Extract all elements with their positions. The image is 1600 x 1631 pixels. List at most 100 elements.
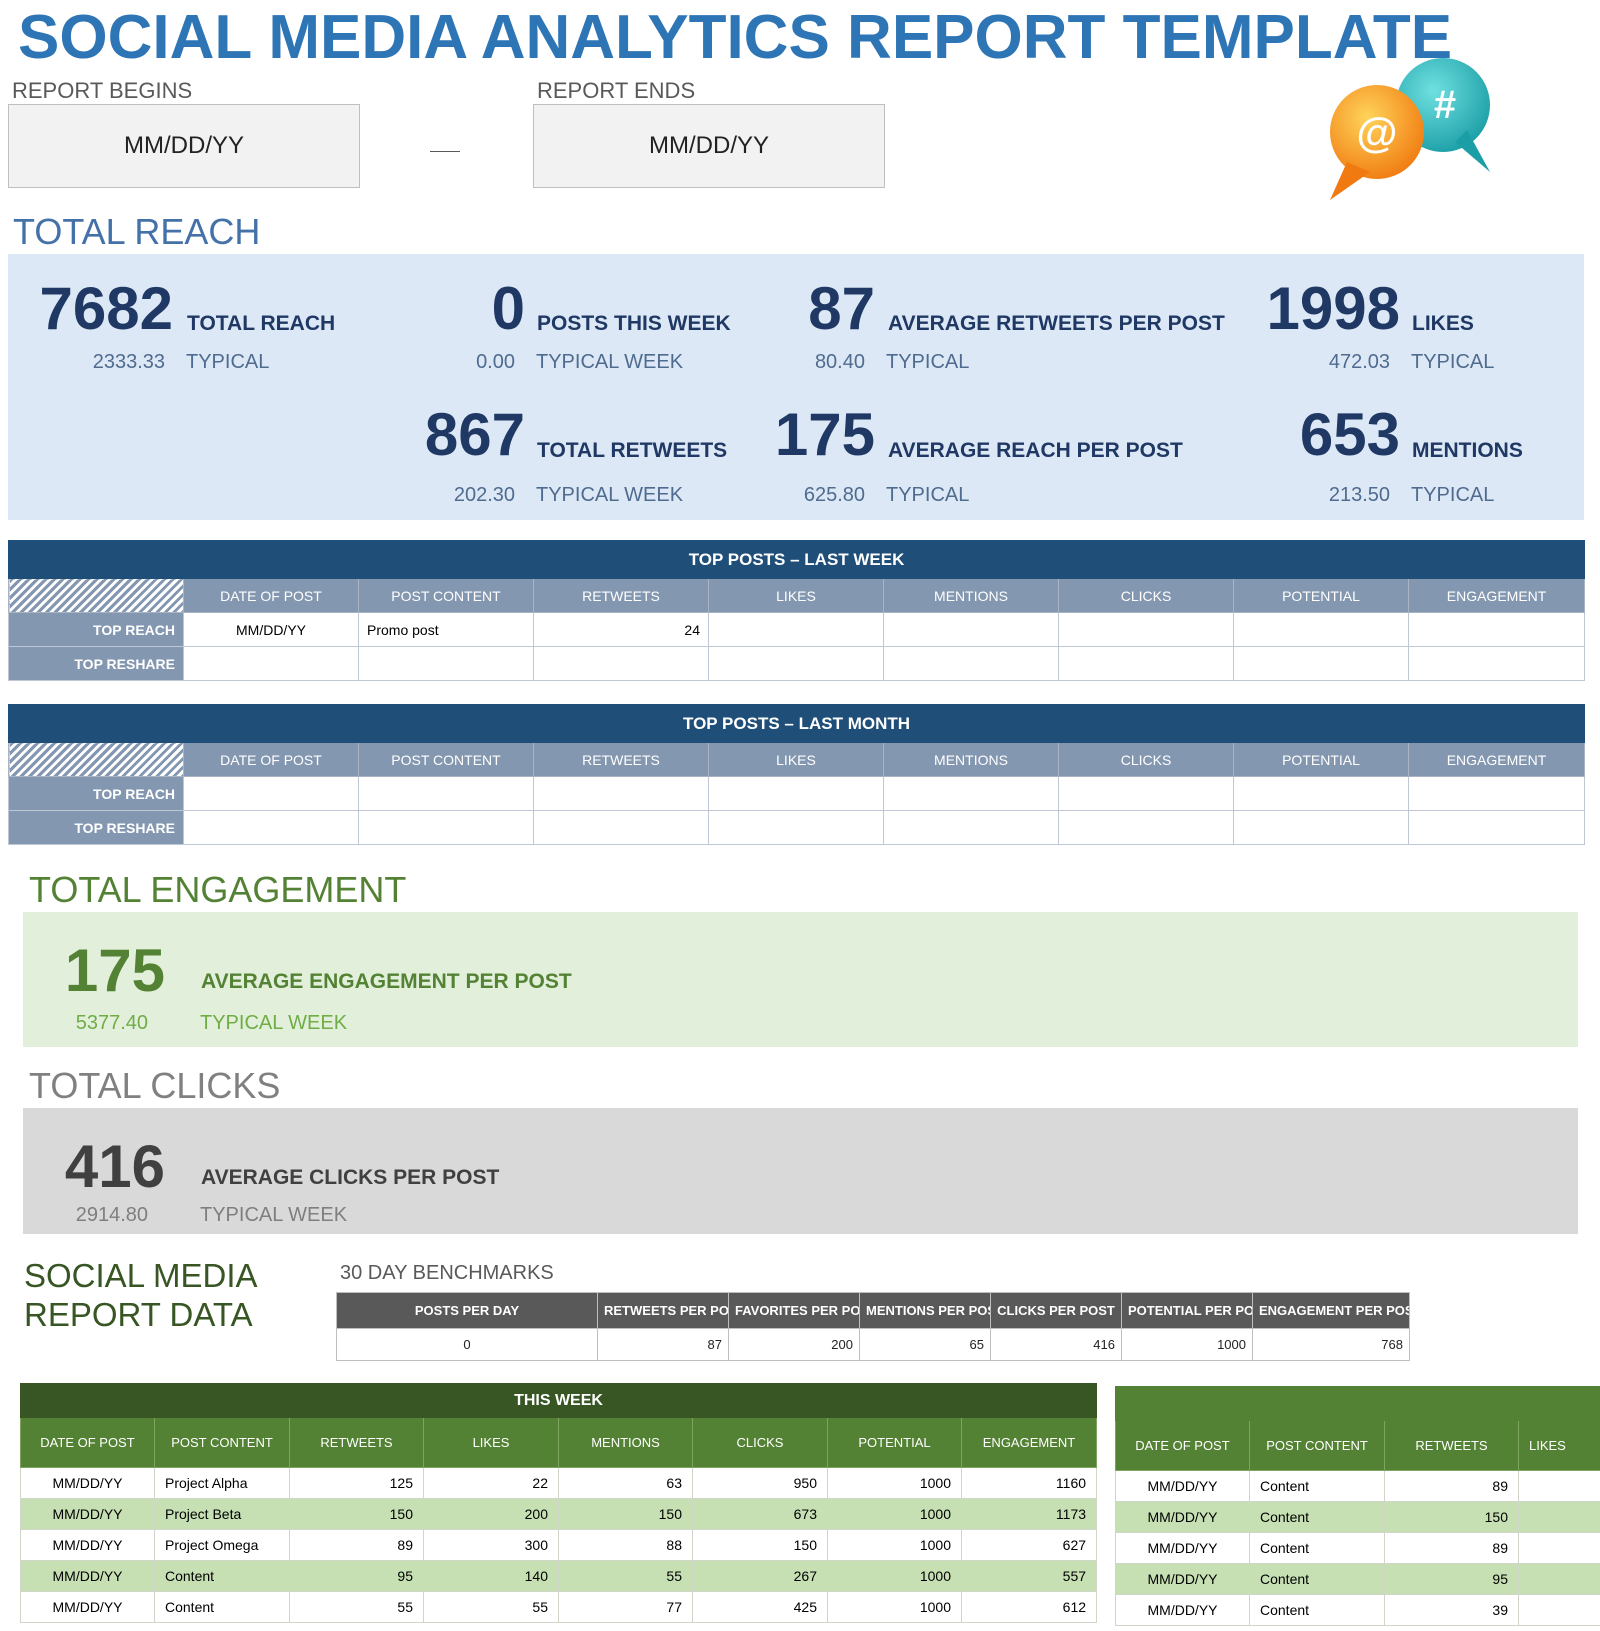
table-cell[interactable]: 140: [423, 1560, 559, 1592]
column-header: POST CONTENT: [358, 578, 534, 613]
typical-value: 202.30: [453, 484, 515, 506]
table-cell[interactable]: [533, 646, 709, 681]
table-cell[interactable]: Content: [154, 1591, 290, 1623]
table-cell[interactable]: 95: [289, 1560, 424, 1592]
table-cell[interactable]: MM/DD/YY: [1115, 1532, 1250, 1564]
table-cell[interactable]: 150: [692, 1529, 828, 1561]
table-cell[interactable]: [1233, 646, 1409, 681]
table-cell[interactable]: MM/DD/YY: [1115, 1470, 1250, 1502]
table-cell[interactable]: [708, 612, 884, 647]
table-cell[interactable]: [1518, 1594, 1600, 1626]
table-cell[interactable]: [883, 776, 1059, 811]
table-cell[interactable]: [883, 646, 1059, 681]
table-cell[interactable]: 150: [558, 1498, 693, 1530]
benchmark-value: 768: [1252, 1328, 1410, 1361]
table-cell[interactable]: 1160: [960, 1467, 1098, 1499]
table-cell[interactable]: [1518, 1532, 1600, 1564]
table-cell[interactable]: [533, 776, 709, 811]
table-cell[interactable]: 89: [1384, 1470, 1519, 1502]
table-cell[interactable]: Content: [1249, 1470, 1385, 1502]
table-cell[interactable]: 55: [289, 1591, 424, 1623]
table-cell[interactable]: 39: [1384, 1594, 1519, 1626]
table-cell[interactable]: [1407, 646, 1586, 681]
report-begins-field[interactable]: MM/DD/YY: [8, 104, 360, 188]
table-cell[interactable]: [1407, 612, 1586, 647]
table-cell[interactable]: [1058, 810, 1234, 845]
table-cell[interactable]: MM/DD/YY: [20, 1498, 155, 1530]
table-cell[interactable]: [1407, 776, 1586, 811]
table-cell[interactable]: 150: [1384, 1501, 1519, 1533]
table-cell[interactable]: 77: [558, 1591, 693, 1623]
table-cell[interactable]: 89: [289, 1529, 424, 1561]
table-cell[interactable]: [1233, 810, 1409, 845]
table-cell[interactable]: 1000: [827, 1467, 962, 1499]
table-row: TOP RESHARE: [8, 810, 1586, 845]
table-cell[interactable]: MM/DD/YY: [1115, 1594, 1250, 1626]
table-cell[interactable]: 22: [423, 1467, 559, 1499]
table-cell[interactable]: 1000: [827, 1560, 962, 1592]
table-cell[interactable]: MM/DD/YY: [20, 1467, 155, 1499]
table-cell[interactable]: 125: [289, 1467, 424, 1499]
table-cell[interactable]: Content: [1249, 1594, 1385, 1626]
table-cell[interactable]: [1518, 1563, 1600, 1595]
table-cell[interactable]: 89: [1384, 1532, 1519, 1564]
table-cell[interactable]: 88: [558, 1529, 693, 1561]
table-cell[interactable]: 55: [558, 1560, 693, 1592]
table-cell[interactable]: [1058, 776, 1234, 811]
table-cell[interactable]: MM/DD/YY: [20, 1529, 155, 1561]
table-cell[interactable]: 557: [960, 1560, 1098, 1592]
table-cell[interactable]: 1173: [960, 1498, 1098, 1530]
table-cell[interactable]: [1407, 810, 1586, 845]
table-cell[interactable]: Content: [1249, 1563, 1385, 1595]
table-cell[interactable]: Content: [1249, 1501, 1385, 1533]
table-cell[interactable]: [1518, 1501, 1600, 1533]
table-cell[interactable]: [183, 646, 359, 681]
table-cell[interactable]: [1233, 612, 1409, 647]
column-header: ENGAGEMENT: [1407, 578, 1586, 613]
table-cell[interactable]: 24: [533, 612, 709, 647]
table-cell[interactable]: MM/DD/YY: [20, 1591, 155, 1623]
table-cell[interactable]: Project Beta: [154, 1498, 290, 1530]
table-cell[interactable]: [708, 776, 884, 811]
table-cell[interactable]: 63: [558, 1467, 693, 1499]
table-cell[interactable]: MM/DD/YY: [1115, 1563, 1250, 1595]
table-cell[interactable]: [1518, 1470, 1600, 1502]
table-cell[interactable]: MM/DD/YY: [1115, 1501, 1250, 1533]
table-cell[interactable]: [533, 810, 709, 845]
table-cell[interactable]: 950: [692, 1467, 828, 1499]
table-cell[interactable]: 627: [960, 1529, 1098, 1561]
table-cell[interactable]: MM/DD/YY: [20, 1560, 155, 1592]
table-cell[interactable]: [883, 612, 1059, 647]
table-cell[interactable]: 1000: [827, 1529, 962, 1561]
table-cell[interactable]: Promo post: [358, 612, 534, 647]
table-cell[interactable]: 267: [692, 1560, 828, 1592]
table-cell[interactable]: Project Alpha: [154, 1467, 290, 1499]
table-cell[interactable]: 612: [960, 1591, 1098, 1623]
table-cell[interactable]: 150: [289, 1498, 424, 1530]
table-cell[interactable]: [708, 646, 884, 681]
table-cell[interactable]: [358, 776, 534, 811]
table-cell[interactable]: [883, 810, 1059, 845]
table-cell[interactable]: MM/DD/YY: [183, 612, 359, 647]
table-cell[interactable]: 55: [423, 1591, 559, 1623]
table-cell[interactable]: [183, 810, 359, 845]
table-cell[interactable]: 1000: [827, 1591, 962, 1623]
table-cell[interactable]: [358, 646, 534, 681]
table-cell[interactable]: [1233, 776, 1409, 811]
table-cell[interactable]: [183, 776, 359, 811]
table-cell[interactable]: 95: [1384, 1563, 1519, 1595]
table-cell[interactable]: [1058, 612, 1234, 647]
table-cell[interactable]: [1058, 646, 1234, 681]
table-cell[interactable]: 200: [423, 1498, 559, 1530]
table-cell[interactable]: [708, 810, 884, 845]
report-ends-field[interactable]: MM/DD/YY: [533, 104, 885, 188]
table-cell[interactable]: 425: [692, 1591, 828, 1623]
report-begins-label: REPORT BEGINS: [12, 78, 193, 103]
table-cell[interactable]: 300: [423, 1529, 559, 1561]
table-cell[interactable]: Content: [1249, 1532, 1385, 1564]
table-cell[interactable]: Project Omega: [154, 1529, 290, 1561]
table-cell[interactable]: 1000: [827, 1498, 962, 1530]
table-cell[interactable]: 673: [692, 1498, 828, 1530]
table-cell[interactable]: [358, 810, 534, 845]
table-cell[interactable]: Content: [154, 1560, 290, 1592]
